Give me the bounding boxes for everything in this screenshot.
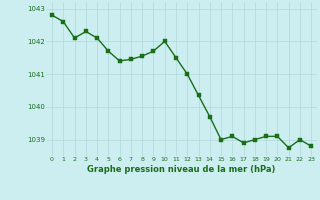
X-axis label: Graphe pression niveau de la mer (hPa): Graphe pression niveau de la mer (hPa) bbox=[87, 165, 276, 174]
